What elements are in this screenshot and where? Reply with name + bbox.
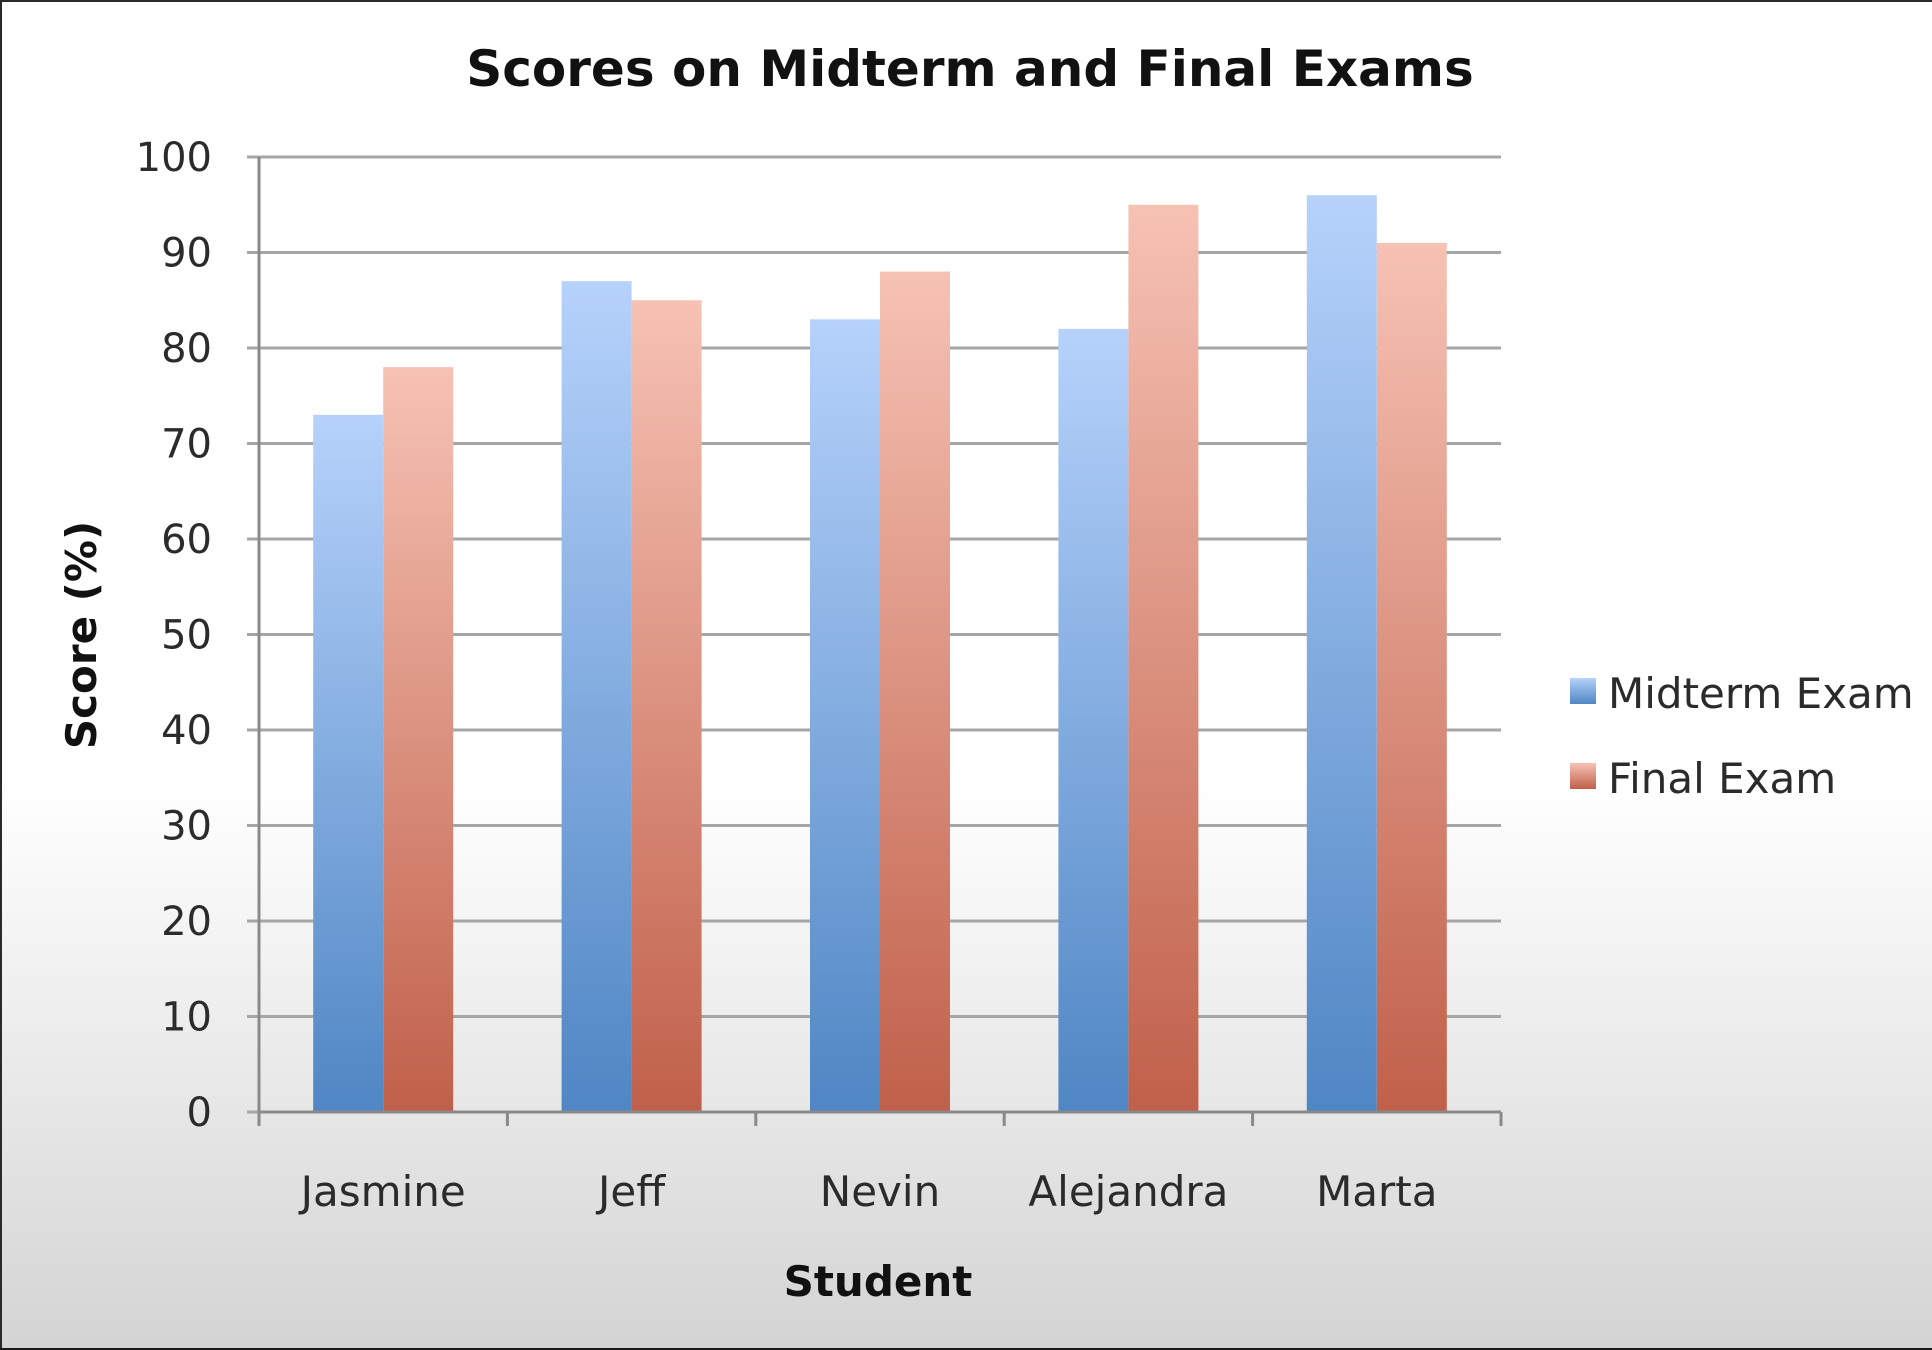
x-axis-title: Student	[784, 1257, 973, 1306]
bar-jasmine-midterm-exam	[313, 414, 384, 1113]
legend: Midterm Exam Final Exam	[1570, 669, 1914, 803]
bar-nevin-final-exam	[880, 271, 950, 1113]
y-tick-label: 10	[161, 995, 212, 1041]
x-tick-label: Alejandra	[1028, 1167, 1228, 1216]
bar-jasmine-final-exam	[383, 367, 454, 1113]
x-axis	[257, 157, 1503, 1126]
x-axis-ticks: Jasmine Jeff Nevin Alejandra Marta	[298, 1167, 1438, 1216]
bar-nevin-midterm-exam	[810, 319, 880, 1113]
y-axis-ticks: 0 10 20 30 40 50 60 70 80 90 100	[136, 135, 212, 1136]
y-tick-label: 80	[161, 326, 212, 372]
y-tick-label: 40	[161, 708, 212, 754]
bar-marta-midterm-exam	[1306, 195, 1377, 1112]
y-tick-label: 60	[161, 517, 212, 563]
bars	[313, 195, 1447, 1113]
x-tick-label: Jasmine	[298, 1167, 466, 1216]
legend-swatch-final-exam	[1570, 763, 1596, 789]
legend-label: Midterm Exam	[1608, 669, 1914, 718]
x-tick-label: Jeff	[595, 1167, 666, 1216]
bar-alejandra-final-exam	[1128, 204, 1199, 1112]
legend-swatch-midterm-exam	[1570, 678, 1596, 704]
y-tick-label: 100	[136, 135, 212, 181]
y-axis-title: Score (%)	[57, 521, 106, 749]
bar-alejandra-midterm-exam	[1058, 328, 1129, 1112]
bar-marta-final-exam	[1376, 242, 1447, 1112]
y-tick-label: 0	[187, 1090, 212, 1136]
y-tick-label: 20	[161, 899, 212, 945]
x-tick-label: Nevin	[820, 1167, 940, 1216]
y-tick-label: 70	[161, 422, 212, 468]
legend-label: Final Exam	[1608, 754, 1836, 803]
bar-jeff-midterm-exam	[561, 281, 632, 1112]
y-tick-label: 30	[161, 804, 212, 850]
x-tick-label: Marta	[1316, 1167, 1437, 1216]
bar-jeff-final-exam	[631, 300, 702, 1112]
y-tick-label: 50	[161, 613, 212, 659]
y-tick-label: 90	[161, 231, 212, 277]
chart-title: Scores on Midterm and Final Exams	[466, 40, 1473, 98]
